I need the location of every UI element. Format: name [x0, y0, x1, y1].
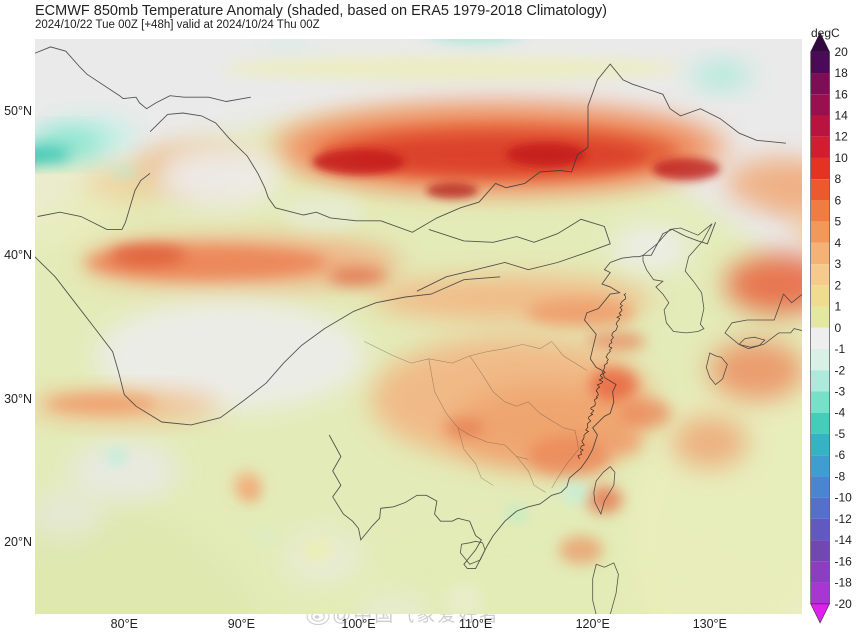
svg-text:6: 6 — [835, 193, 842, 207]
svg-text:-3: -3 — [835, 385, 846, 399]
svg-text:8: 8 — [835, 172, 842, 186]
svg-text:12: 12 — [835, 130, 849, 144]
svg-text:5: 5 — [835, 215, 842, 229]
svg-text:2: 2 — [835, 278, 842, 292]
svg-text:20: 20 — [835, 45, 849, 59]
svg-text:-20: -20 — [835, 597, 853, 611]
svg-text:-4: -4 — [835, 406, 846, 420]
svg-text:-1: -1 — [835, 342, 846, 356]
svg-text:1: 1 — [835, 300, 842, 314]
svg-text:4: 4 — [835, 236, 842, 250]
svg-text:-5: -5 — [835, 427, 846, 441]
svg-text:16: 16 — [835, 87, 849, 101]
svg-text:-18: -18 — [835, 576, 853, 590]
svg-text:3: 3 — [835, 257, 842, 271]
svg-text:-2: -2 — [835, 363, 846, 377]
svg-text:18: 18 — [835, 66, 849, 80]
svg-text:0: 0 — [835, 321, 842, 335]
svg-text:-12: -12 — [835, 512, 853, 526]
svg-text:14: 14 — [835, 109, 849, 123]
svg-text:-16: -16 — [835, 554, 853, 568]
svg-text:10: 10 — [835, 151, 849, 165]
svg-text:-14: -14 — [835, 533, 853, 547]
svg-text:-10: -10 — [835, 491, 853, 505]
svg-text:-6: -6 — [835, 448, 846, 462]
svg-text:-8: -8 — [835, 469, 846, 483]
